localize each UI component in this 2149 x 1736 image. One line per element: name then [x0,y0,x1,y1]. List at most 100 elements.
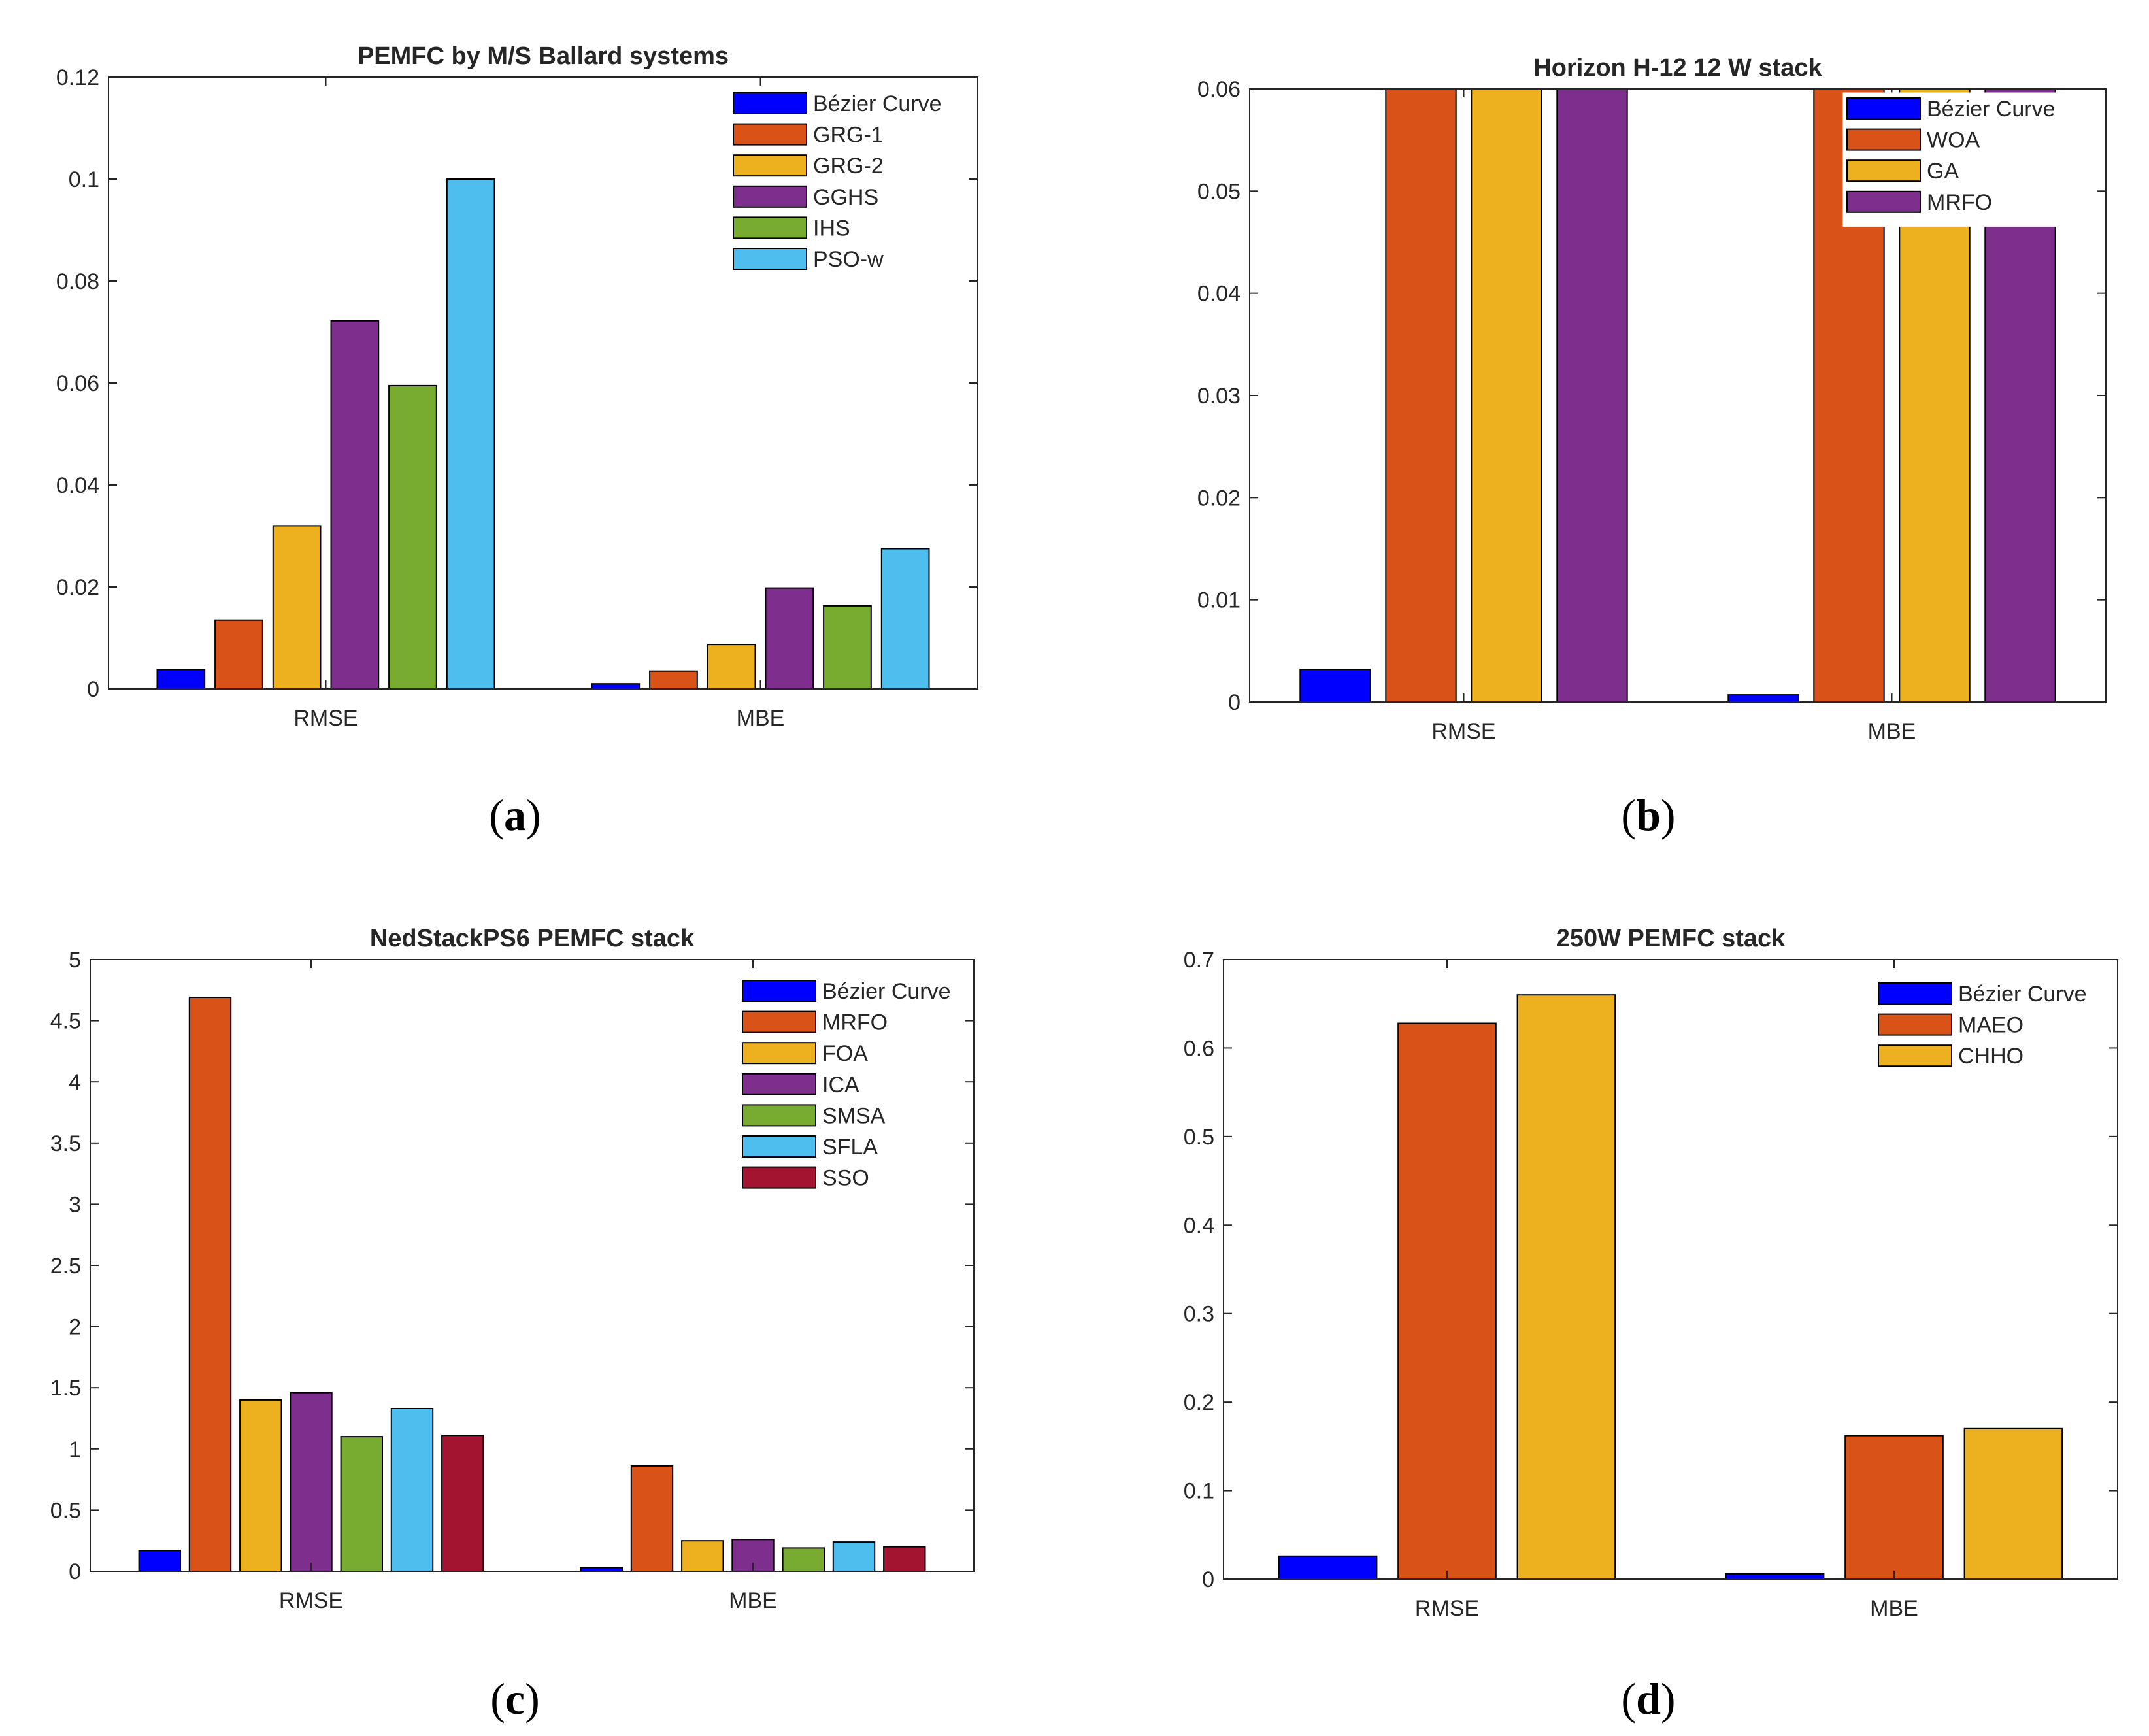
panel-label-close: ) [1661,790,1676,840]
chart-panel-b: RMSE MBE 0 0.01 0.02 0.03 0.04 0.05 0.06 Horizon … [1197,54,2107,840]
y-tick-label: 0.6 [1184,1036,1214,1061]
x-tick-label: RMSE [1431,719,1495,744]
legend-label: Bézier Curve [822,979,951,1004]
bar-mbe-ihs [823,605,872,689]
panel-label-letter: c [505,1674,525,1724]
bars [1278,994,2063,1579]
y-tick-label: 0.3 [1184,1302,1214,1327]
chart-panel-c: RMSE MBE 0 0.5 1 1.5 2 2.5 3 3.5 4 4.5 5 NedStackPS6 … [50,925,975,1724]
x-tick-label: RMSE [279,1588,343,1613]
legend-swatch [1846,159,1921,182]
bar-rmse-sso [441,1435,484,1571]
legend-swatch [1846,128,1921,151]
y-tick-label: 0.4 [1184,1213,1214,1238]
y-tick-label: 5 [69,948,81,973]
x-tick-label: MBE [1870,1596,1918,1621]
bar-rmse-smsa [340,1436,383,1571]
bar-mbe-smsa [782,1547,825,1571]
bar-mbe-sfla [832,1541,876,1571]
legend-swatch [733,185,807,208]
legend-swatch [742,1010,816,1033]
bar-mbe-sso [883,1546,926,1571]
y-tick-label: 0 [1202,1567,1214,1592]
legend-swatch [733,216,807,239]
legend-swatch [1878,1044,1952,1067]
y-tick-label: 0 [87,677,99,702]
bar-rmse-ica [290,1392,333,1571]
y-tick-label: 0.5 [50,1498,81,1523]
panel-label: (d) [1621,1674,1675,1724]
legend-swatch [733,123,807,146]
panel-label-letter: d [1636,1674,1661,1724]
bar-rmse-gghs [330,320,380,689]
panel-label-close: ) [526,790,541,840]
bar-rmse-grg-2 [272,525,322,689]
bar-rmse-foa [239,1399,282,1571]
legend-swatch [742,1042,816,1065]
panel-label: (b) [1621,790,1675,840]
panel-label-close: ) [1661,1674,1676,1724]
chart-title: Horizon H-12 12 W stack [1533,54,1822,82]
y-tick-label: 0.02 [1197,486,1241,510]
chart-panel-d: RMSE MBE 0 0.1 0.2 0.3 0.4 0.5 0.6 0.7 250W PEMFC … [1184,925,2118,1724]
y-tick-label: 0.1 [69,167,99,192]
legend-label: Bézier Curve [813,92,942,116]
panel-label-letter: b [1636,790,1661,840]
bar-mbe-grg-2 [707,644,756,689]
panel-label: (a) [489,790,541,840]
y-tick-label: 0.04 [56,473,99,498]
legend: Bézier Curve MAEO CHHO [1874,977,2096,1081]
bar-rmse-b-zier-curve [1278,1555,1378,1579]
legend-swatch [742,980,816,1002]
legend: Bézier Curve MRFO FOA ICA SMSA SFLA SSO [738,975,963,1203]
y-tick-label: 0.2 [1184,1390,1214,1415]
legend-swatch [742,1104,816,1127]
y-tick-label: 3 [69,1192,81,1217]
bar-mbe-b-zier-curve [1727,694,1799,702]
bar-mbe-ica [731,1539,775,1571]
x-tick-label: MBE [1868,719,1916,744]
y-tick-label: 4.5 [50,1009,81,1034]
legend: Bézier Curve GRG-1 GRG-2 GGHS IHS PSO-w [729,87,952,284]
y-tick-label: 0.05 [1197,179,1241,204]
legend-label: SMSA [822,1103,886,1128]
bars [138,997,926,1571]
y-tick-label: 0.02 [56,575,99,600]
legend-label: FOA [822,1041,868,1066]
bar-mbe-gghs [765,587,814,689]
legend-label: SFLA [822,1135,878,1160]
bar-rmse-b-zier-curve [1299,669,1371,702]
legend-swatch [742,1135,816,1158]
panel-label-close: ) [525,1674,540,1724]
bar-rmse-grg-1 [214,619,263,689]
axes-box [90,959,975,1572]
legend-swatch [742,1166,816,1189]
y-tick-label: 2 [69,1315,81,1340]
legend: Bézier Curve WOA GA MRFO [1842,92,2070,227]
legend-swatch [733,248,807,270]
bar-rmse-b-zier-curve [156,669,206,689]
y-tick-label: 0.06 [56,371,99,396]
y-tick-label: 0.7 [1184,948,1214,973]
legend-label: Bézier Curve [1958,982,2087,1007]
axes-box [1249,88,2107,703]
y-tick-label: 0.04 [1197,282,1241,307]
y-tick-label: 2.5 [50,1254,81,1278]
legend-label: IHS [813,216,850,241]
bar-rmse-ga [1471,89,1542,702]
legend-swatch [742,1073,816,1095]
panel-label-letter: a [504,790,526,840]
legend-label: GRG-2 [813,154,884,178]
legend-swatch [1878,982,1952,1005]
bar-rmse-b-zier-curve [138,1550,182,1571]
legend-label: MRFO [1927,190,1992,215]
x-tick-label: RMSE [1415,1596,1479,1621]
x-tick-label: MBE [729,1588,777,1613]
legend-swatch [1846,97,1921,120]
bar-rmse-chho [1516,994,1616,1579]
bar-rmse-sfla [390,1408,434,1571]
x-tick-label: RMSE [293,706,358,731]
chart-title: 250W PEMFC stack [1556,925,1786,952]
y-tick-label: 0.03 [1197,384,1241,409]
